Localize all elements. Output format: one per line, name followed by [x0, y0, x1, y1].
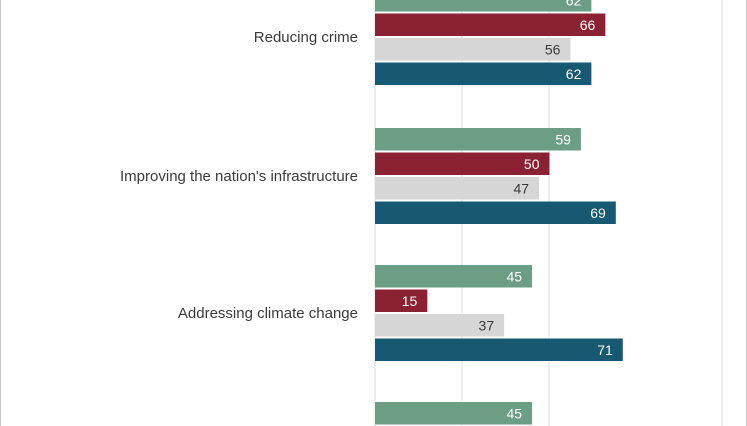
value-label: 71 [597, 342, 613, 358]
category-label: Addressing climate change [178, 305, 358, 322]
value-label: 69 [590, 205, 606, 221]
labels: 62 66 56 62 Reducing crime 59 50 47 69 Improving … [120, 0, 613, 421]
bar [375, 289, 428, 312]
bar [375, 62, 592, 85]
category-label: Reducing crime [254, 29, 358, 46]
value-label: 15 [402, 293, 418, 309]
value-label: 62 [566, 66, 582, 82]
value-label: 45 [506, 405, 522, 421]
bar [375, 13, 606, 36]
bar [375, 402, 533, 425]
bars [375, 0, 623, 425]
value-label: 37 [479, 317, 495, 333]
bar [375, 38, 571, 61]
bar [375, 201, 616, 224]
bar [375, 152, 550, 175]
value-label: 50 [524, 156, 540, 172]
bar [375, 128, 581, 151]
value-label: 59 [555, 131, 571, 147]
bar [375, 0, 592, 12]
value-label: 56 [545, 41, 561, 57]
value-label: 66 [580, 17, 596, 33]
bar [375, 314, 505, 337]
bar [375, 265, 533, 288]
bar [375, 338, 623, 361]
value-label: 47 [513, 180, 529, 196]
category-label: Improving the nation's infrastructure [120, 168, 358, 185]
value-label: 45 [506, 268, 522, 284]
bar [375, 177, 540, 200]
value-label: 62 [566, 0, 582, 8]
